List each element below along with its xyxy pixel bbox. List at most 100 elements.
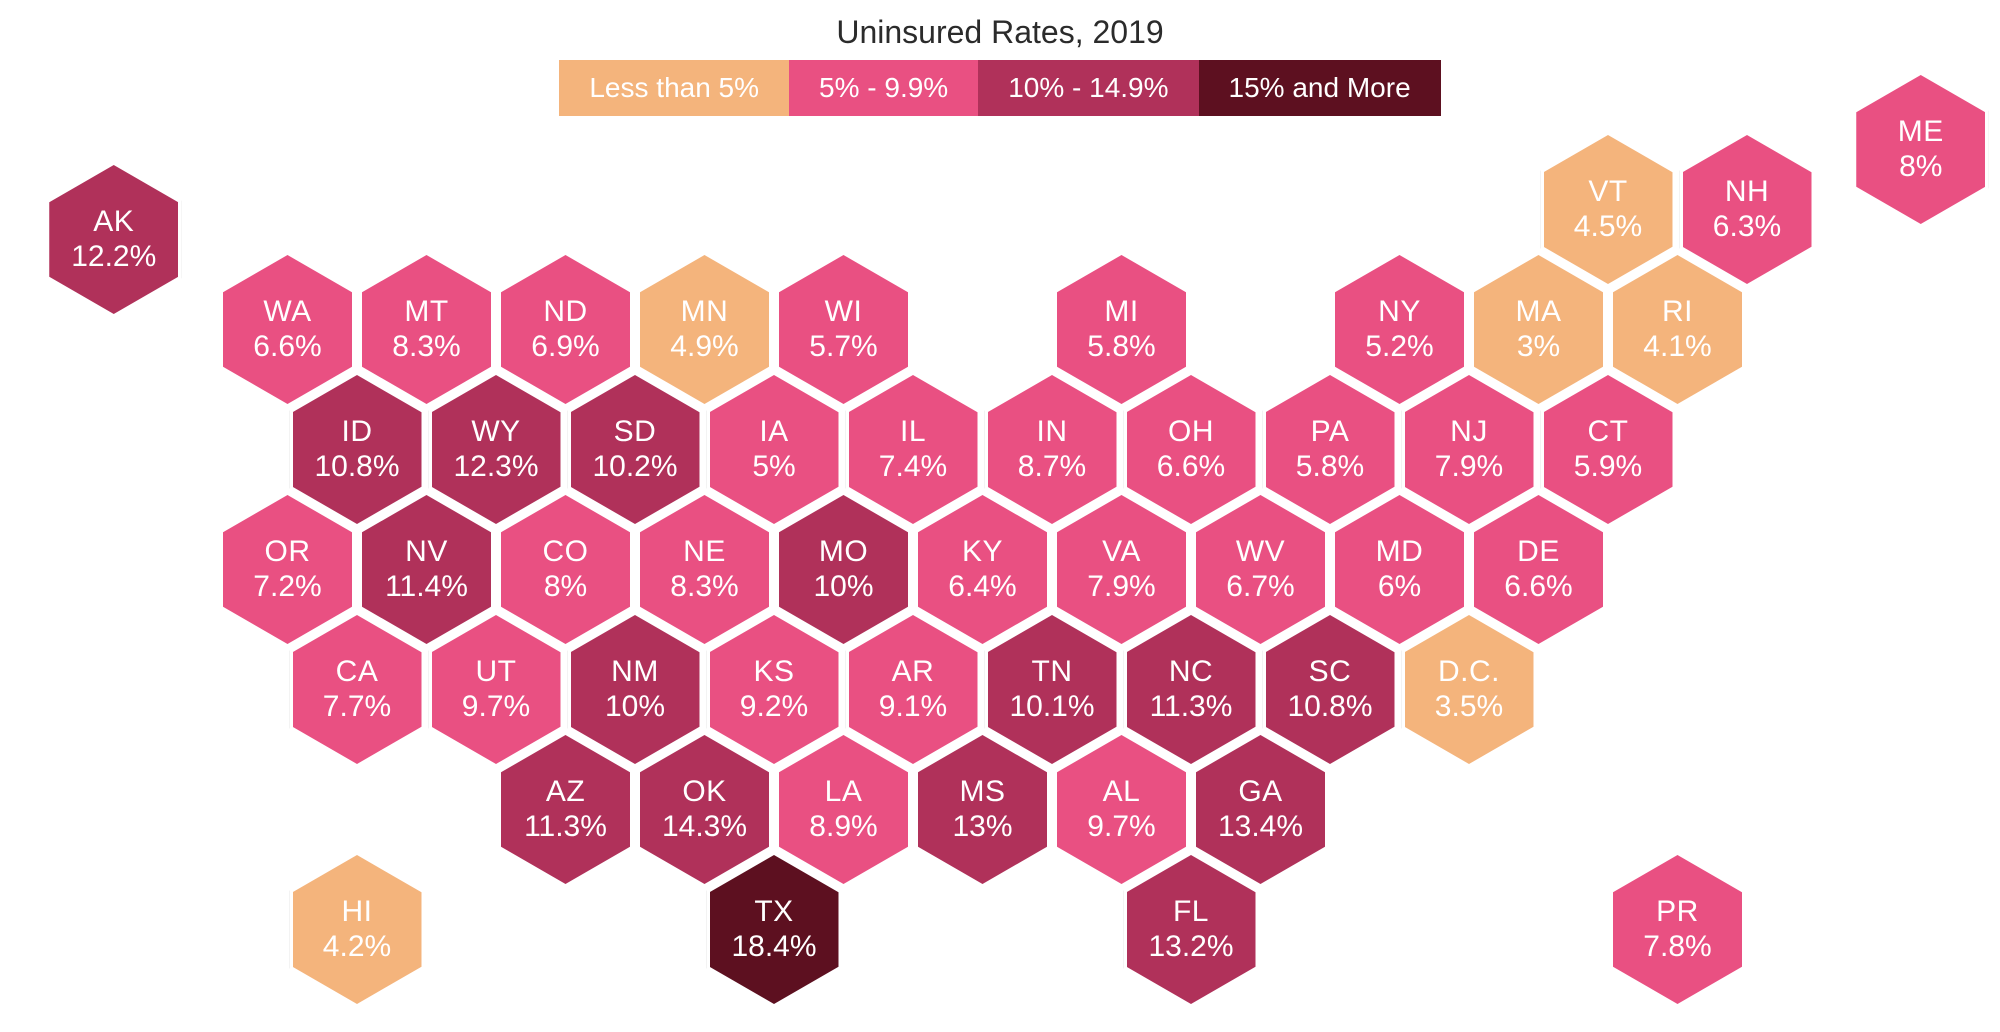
hex-tile: MI5.8% <box>1054 252 1189 407</box>
hex-tile: IN8.7% <box>985 372 1120 527</box>
hex-value-label: 8.9% <box>809 810 877 845</box>
hex-tile: VA7.9% <box>1054 492 1189 647</box>
hex-inner: CA7.7% <box>293 615 422 764</box>
hex-state-label: TN <box>1032 655 1073 690</box>
hex-value-label: 6.6% <box>1157 450 1225 485</box>
hex-tile: WI5.7% <box>776 252 911 407</box>
hex-tile: KY6.4% <box>915 492 1050 647</box>
hex-state-label: VA <box>1102 535 1141 570</box>
hex-state-label: PR <box>1656 895 1699 930</box>
hex-inner: KS9.2% <box>710 615 839 764</box>
hex-state-label: CT <box>1588 415 1629 450</box>
hex-state-label: IN <box>1037 415 1068 450</box>
hex-value-label: 10% <box>605 690 665 725</box>
hex-state-label: ME <box>1898 115 1944 150</box>
hex-state-label: ND <box>543 295 587 330</box>
hex-tile: NM10% <box>568 612 703 767</box>
hex-value-label: 10% <box>813 570 873 605</box>
hex-inner: AK12.2% <box>49 165 178 314</box>
hex-inner: D.C.3.5% <box>1405 615 1534 764</box>
hex-value-label: 9.7% <box>462 690 530 725</box>
hex-state-label: MT <box>404 295 448 330</box>
hex-value-label: 8% <box>544 570 587 605</box>
hex-value-label: 7.4% <box>879 450 947 485</box>
hex-inner: MD6% <box>1335 495 1464 644</box>
hex-value-label: 6.6% <box>1504 570 1572 605</box>
hex-tile: MS13% <box>915 732 1050 887</box>
hex-state-label: RI <box>1662 295 1693 330</box>
hex-state-label: PA <box>1311 415 1350 450</box>
hex-inner: LA8.9% <box>779 735 908 884</box>
hex-tile: TX18.4% <box>707 852 842 1007</box>
hex-value-label: 12.3% <box>453 450 538 485</box>
hex-state-label: OR <box>265 535 311 570</box>
hex-inner: OR7.2% <box>223 495 352 644</box>
legend: Less than 5%5% - 9.9%10% - 14.9%15% and … <box>0 60 2000 116</box>
hex-state-label: SD <box>614 415 657 450</box>
hex-tile: D.C.3.5% <box>1402 612 1537 767</box>
hex-value-label: 5.2% <box>1365 330 1433 365</box>
hex-tile: VT4.5% <box>1541 132 1676 287</box>
hex-state-label: MN <box>681 295 729 330</box>
hex-tile: NY5.2% <box>1332 252 1467 407</box>
hex-state-label: NV <box>405 535 448 570</box>
hex-value-label: 5.7% <box>809 330 877 365</box>
hex-value-label: 8% <box>1899 150 1942 185</box>
hex-tile: TN10.1% <box>985 612 1120 767</box>
hex-value-label: 13.4% <box>1218 810 1303 845</box>
hex-state-label: NM <box>611 655 659 690</box>
hex-inner: IL7.4% <box>849 375 978 524</box>
hex-inner: NY5.2% <box>1335 255 1464 404</box>
hex-inner: MA3% <box>1474 255 1603 404</box>
hex-state-label: MO <box>819 535 868 570</box>
hex-inner: VT4.5% <box>1544 135 1673 284</box>
hex-inner: FL13.2% <box>1127 855 1256 1004</box>
hex-state-label: GA <box>1238 775 1282 810</box>
hex-value-label: 10.8% <box>314 450 399 485</box>
hex-value-label: 8.3% <box>670 570 738 605</box>
hex-tile: NJ7.9% <box>1402 372 1537 527</box>
hex-inner: GA13.4% <box>1196 735 1325 884</box>
hex-inner: PR7.8% <box>1613 855 1742 1004</box>
hex-value-label: 4.1% <box>1643 330 1711 365</box>
hex-tile: WV6.7% <box>1193 492 1328 647</box>
hex-state-label: WI <box>825 295 863 330</box>
hex-value-label: 7.2% <box>253 570 321 605</box>
hex-tile: HI4.2% <box>290 852 425 1007</box>
hex-inner: CT5.9% <box>1544 375 1673 524</box>
hex-value-label: 6.3% <box>1713 210 1781 245</box>
hex-tile: WA6.6% <box>220 252 355 407</box>
hex-value-label: 14.3% <box>662 810 747 845</box>
hex-tile: UT9.7% <box>429 612 564 767</box>
hex-value-label: 8.3% <box>392 330 460 365</box>
hex-value-label: 11.3% <box>524 810 607 845</box>
hex-inner: NH6.3% <box>1683 135 1812 284</box>
hex-value-label: 9.2% <box>740 690 808 725</box>
hex-inner: AL9.7% <box>1057 735 1186 884</box>
hex-inner: VA7.9% <box>1057 495 1186 644</box>
hex-value-label: 7.9% <box>1435 450 1503 485</box>
hex-inner: IA5% <box>710 375 839 524</box>
hex-inner: MS13% <box>918 735 1047 884</box>
hex-value-label: 18.4% <box>731 930 816 965</box>
hex-inner: WV6.7% <box>1196 495 1325 644</box>
hex-value-label: 3.5% <box>1435 690 1503 725</box>
hex-inner: ND6.9% <box>501 255 630 404</box>
hex-state-label: OK <box>682 775 726 810</box>
hex-inner: NE8.3% <box>640 495 769 644</box>
hex-inner: TN10.1% <box>988 615 1117 764</box>
hex-inner: OK14.3% <box>640 735 769 884</box>
hex-state-label: KY <box>962 535 1003 570</box>
hex-value-label: 7.8% <box>1643 930 1711 965</box>
hex-tile: AL9.7% <box>1054 732 1189 887</box>
hex-tile: NC11.3% <box>1124 612 1259 767</box>
hex-value-label: 6.9% <box>531 330 599 365</box>
hex-state-label: IL <box>900 415 926 450</box>
hex-value-label: 6% <box>1378 570 1421 605</box>
hex-inner: PA5.8% <box>1266 375 1395 524</box>
hex-value-label: 3% <box>1517 330 1560 365</box>
hex-tile: OR7.2% <box>220 492 355 647</box>
hex-value-label: 4.2% <box>323 930 391 965</box>
hex-tile: LA8.9% <box>776 732 911 887</box>
hex-inner: UT9.7% <box>432 615 561 764</box>
